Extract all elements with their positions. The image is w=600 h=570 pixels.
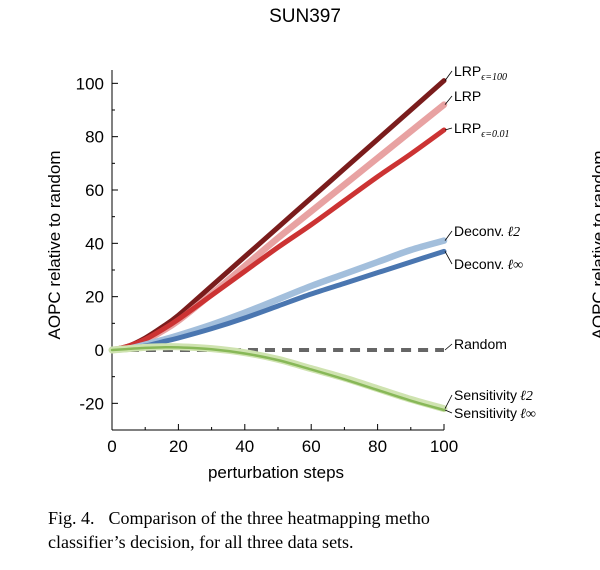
label-leader [444,394,453,409]
label-leader [444,95,453,105]
series-label-1: LRP [454,88,481,104]
y-axis-label: AOPC relative to random [45,151,64,340]
caption-line-1: Fig. 4. Comparison of the three heatmappi… [48,506,600,530]
series-label-4: Deconv. ℓ∞ [454,256,523,273]
y-tick-label: 80 [85,128,104,147]
series-label-7: Sensitivity ℓ∞ [454,405,536,422]
x-tick-label: 100 [430,437,458,456]
caption-text-1: Comparison of the three heatmapping meth… [108,508,430,528]
series-line-0 [109,78,447,353]
series-label-2: LRPϵ=0.01 [454,120,510,140]
aopc-line-chart: SUN397 0 20 40 60 80 100 -20 0 20 40 60 80 100 LRPϵ=… [45,6,600,482]
series-label-6: Sensitivity ℓ2 [454,387,533,404]
label-leader [444,251,453,265]
x-tick-label: 40 [235,437,254,456]
y-tick-label: 60 [85,181,104,200]
x-tick-label: 20 [169,437,188,456]
series-label-5: Random [454,336,507,352]
x-tick-label: 0 [107,437,116,456]
series-line-7 [110,345,446,412]
figure-number: Fig. 4. [48,508,95,528]
caption-line-2: classifier’s decision, for all three dat… [48,532,354,552]
series-label-3: Deconv. ℓ2 [454,223,520,240]
y-tick-label: -20 [79,394,104,413]
label-leader [444,409,453,414]
label-leader [444,343,453,351]
y-tick-label: 20 [85,288,104,307]
x-tick-label: 60 [302,437,321,456]
y-axis-label-cutoff: AOPC relative to random [589,151,600,340]
x-tick-label: 80 [368,437,387,456]
series-labels: LRPϵ=100 LRP LRPϵ=0.01 Deconv. ℓ2 Deconv. ℓ∞ Ra… [444,63,536,422]
x-axis-label: perturbation steps [208,463,344,482]
label-leader [444,70,453,81]
label-leader [444,127,453,131]
series-line-6 [108,343,448,413]
figure-caption: Fig. 4. Comparison of the three heatmappi… [48,506,600,554]
axes: 0 20 40 60 80 100 -20 0 20 40 60 80 100 [76,70,458,456]
y-tick-label: 100 [76,74,104,93]
series-label-0: LRPϵ=100 [454,63,507,83]
series-layer [108,78,448,413]
y-tick-label: 40 [85,234,104,253]
y-tick-label: 0 [95,341,104,360]
series-line-2 [109,127,447,353]
label-leader [444,230,453,241]
chart-title: SUN397 [269,6,341,27]
